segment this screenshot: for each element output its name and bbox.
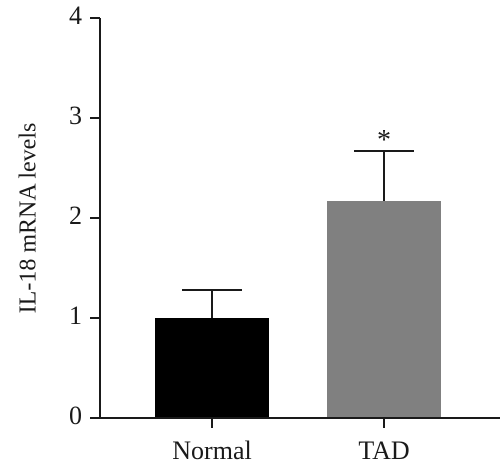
x-tick-label: TAD	[358, 436, 409, 465]
y-axis-ticks: 0 1 2 3 4	[69, 1, 100, 430]
y-axis-label: IL-18 mRNA levels	[16, 123, 42, 314]
x-axis-ticks: Normal TAD	[172, 418, 410, 465]
y-tick-label: 0	[69, 401, 82, 430]
bars	[155, 201, 441, 418]
error-bars	[182, 150, 414, 318]
x-tick-label: Normal	[172, 436, 251, 465]
y-tick-label: 3	[69, 101, 82, 130]
bar-normal	[155, 318, 269, 418]
significance-annotations: *	[377, 125, 391, 156]
y-tick-label: 2	[69, 201, 82, 230]
y-tick-label: 1	[69, 301, 82, 330]
bar-tad	[327, 201, 441, 418]
significance-asterisk: *	[377, 125, 391, 156]
y-tick-label: 4	[69, 1, 82, 30]
